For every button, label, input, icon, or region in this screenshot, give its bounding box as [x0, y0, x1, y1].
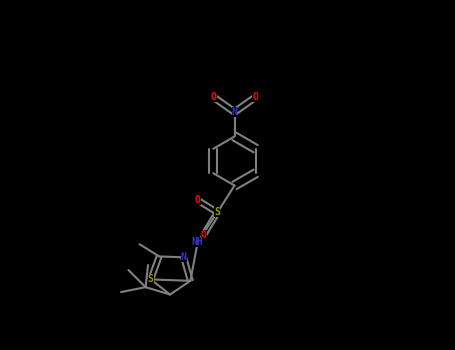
Text: S: S — [214, 208, 220, 217]
Text: N: N — [181, 252, 187, 262]
Text: O: O — [253, 92, 258, 102]
Text: O: O — [195, 195, 201, 205]
Text: O: O — [211, 92, 217, 102]
Text: S: S — [148, 274, 154, 285]
Text: N: N — [232, 107, 238, 117]
Text: NH: NH — [192, 237, 204, 247]
Text: O: O — [201, 230, 207, 239]
